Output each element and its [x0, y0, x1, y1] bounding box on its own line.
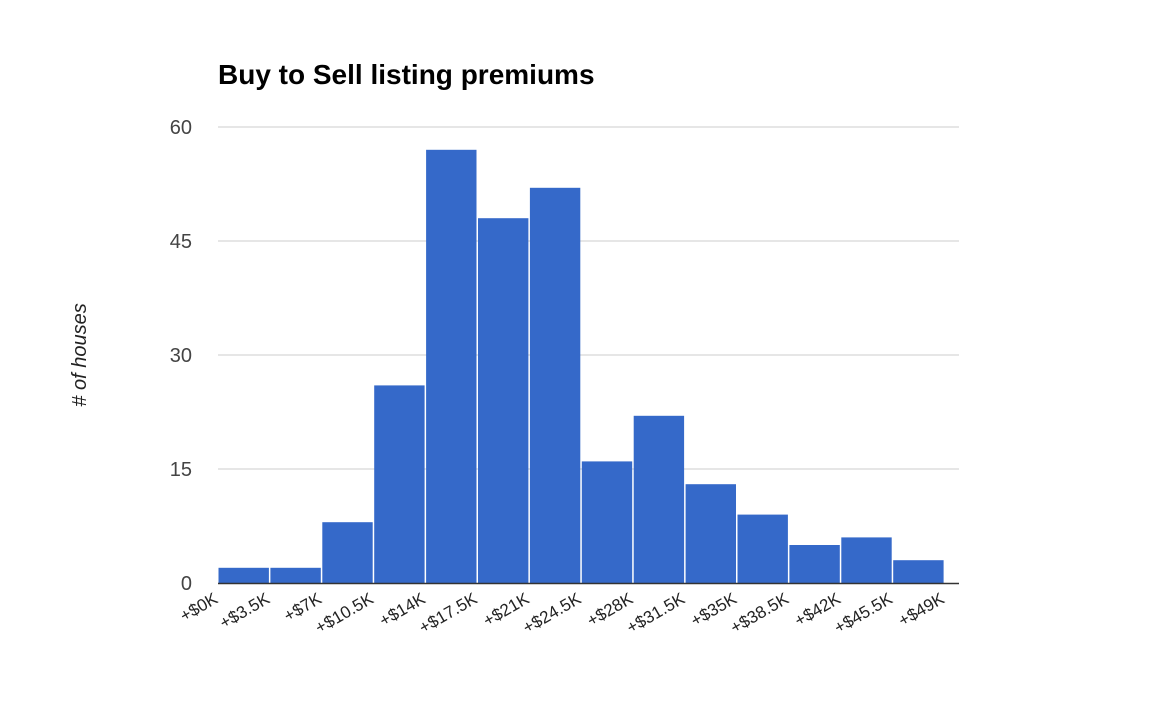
histogram-bar	[737, 514, 788, 583]
x-tick-label: +$24.5K	[520, 589, 585, 638]
y-axis-label: # of houses	[69, 303, 91, 406]
x-tick-label: +$45.5K	[831, 589, 896, 638]
histogram-bar	[685, 484, 736, 583]
x-tick-label: +$31.5K	[623, 589, 688, 638]
x-axis-ticks: +$0K+$3.5K +$7K+$10.5K +$14K+$17.5K +$21K+$…	[177, 589, 948, 638]
x-tick-label: +$10.5K	[312, 589, 377, 638]
histogram-bar	[322, 522, 373, 583]
histogram-bar	[218, 567, 269, 583]
y-tick-label: 60	[170, 117, 192, 139]
y-axis-ticks: 0 15 30 45 60	[170, 117, 192, 595]
histogram-bar	[893, 560, 944, 583]
gridlines	[218, 126, 959, 470]
histogram-bar	[478, 218, 529, 583]
chart-title: Buy to Sell listing premiums	[218, 59, 595, 90]
histogram-bar	[841, 537, 892, 583]
histogram-bar	[789, 545, 840, 583]
histogram-bar	[529, 187, 581, 584]
bars	[218, 149, 944, 584]
y-tick-label: 0	[181, 573, 192, 595]
histogram-bar	[633, 415, 685, 583]
histogram-bar	[426, 149, 477, 584]
x-tick-label: +$17.5K	[416, 589, 481, 638]
histogram-bar	[374, 385, 425, 583]
histogram-bar	[270, 567, 321, 583]
histogram-bar	[581, 461, 633, 583]
y-tick-label: 15	[170, 459, 192, 481]
x-tick-label: +$38.5K	[727, 589, 792, 638]
y-tick-label: 45	[170, 231, 192, 253]
y-tick-label: 30	[170, 345, 192, 367]
x-tick-label: +$49K	[895, 589, 948, 631]
x-tick-label: +$3.5K	[216, 589, 273, 633]
